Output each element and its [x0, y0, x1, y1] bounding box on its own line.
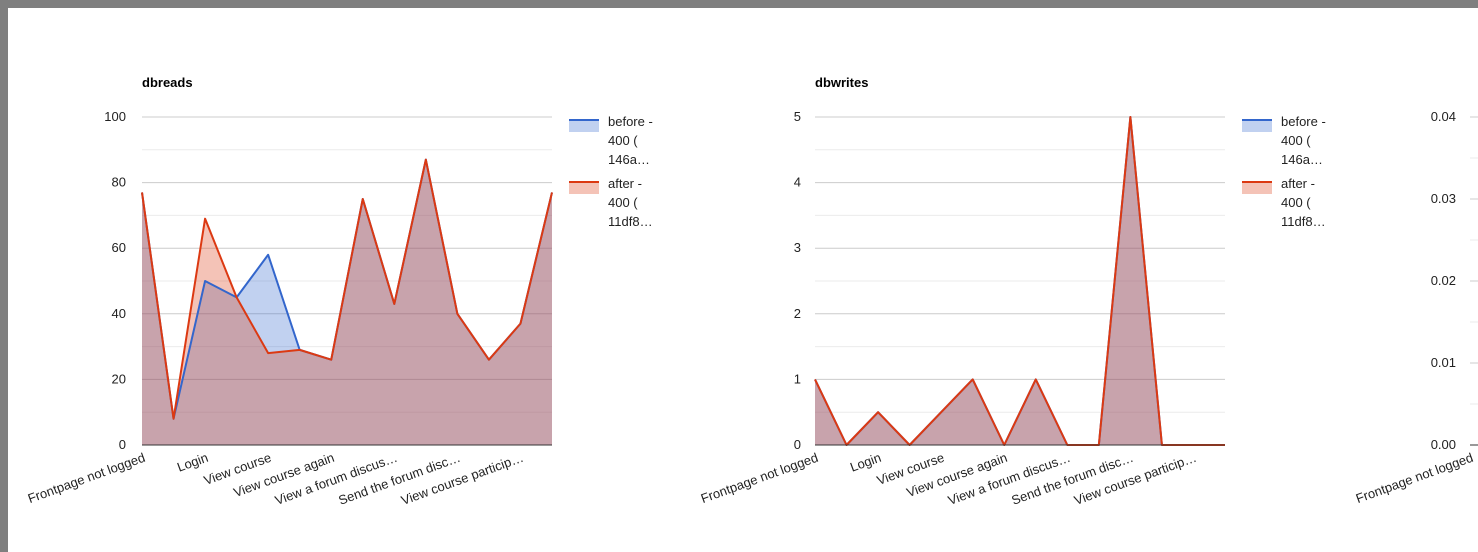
legend-label: 11df8…	[608, 214, 653, 229]
y-tick-label: 0	[119, 437, 126, 452]
legend-swatch	[569, 182, 599, 194]
y-tick-label: 3	[794, 240, 801, 255]
legend-label: 400 (	[1281, 133, 1311, 148]
legend-label: after -	[1281, 176, 1315, 191]
y-tick-label: 1	[794, 371, 801, 386]
legend-label: before -	[608, 114, 653, 129]
legend-swatch	[1242, 182, 1272, 194]
chart-title: dbreads	[142, 75, 193, 90]
y-tick-label: 0.01	[1431, 355, 1456, 370]
legend-label: 146a…	[608, 152, 650, 167]
x-category-label: Login	[848, 450, 883, 475]
y-tick-label: 20	[112, 371, 126, 386]
legend-swatch	[1242, 120, 1272, 132]
series-area-before	[142, 159, 552, 445]
x-category-label: Login	[175, 450, 210, 475]
series-area-before	[815, 117, 1225, 445]
chart-1: dbreads 0 20 40 60 80 100 Frontpage not logged L…	[26, 75, 653, 508]
legend-label: before -	[1281, 114, 1326, 129]
y-tick-label: 0.04	[1431, 109, 1456, 124]
legend-label: 400 (	[608, 195, 638, 210]
y-tick-label: 5	[794, 109, 801, 124]
y-tick-label: 80	[112, 175, 126, 190]
x-category-label: Frontpage not logged	[1354, 450, 1475, 506]
legend-label: 400 (	[608, 133, 638, 148]
y-tick-label: 4	[794, 175, 801, 190]
legend-label: after -	[608, 176, 642, 191]
x-category-label: Frontpage not logged	[699, 450, 820, 506]
y-tick-label: 0.02	[1431, 273, 1456, 288]
y-tick-label: 40	[112, 306, 126, 321]
series-line-after	[814, 116, 1225, 446]
legend-swatch	[569, 120, 599, 132]
y-tick-label: 0.03	[1431, 191, 1456, 206]
y-tick-label: 60	[112, 240, 126, 255]
y-tick-label: 2	[794, 306, 801, 321]
y-tick-label: 100	[104, 109, 126, 124]
y-tick-label: 0.00	[1431, 437, 1456, 452]
series-area-after	[142, 159, 552, 445]
chart-3: 0.00 0.01 0.02 0.03 0.04 Frontpage not logged	[1354, 109, 1478, 506]
legend-label: 11df8…	[1281, 214, 1326, 229]
legend-label: 146a…	[1281, 152, 1323, 167]
y-tick-label: 0	[794, 437, 801, 452]
series-area-after	[815, 117, 1225, 445]
x-category-label: Frontpage not logged	[26, 450, 147, 506]
chart-title: dbwrites	[815, 75, 868, 90]
series-line-after	[141, 158, 553, 420]
legend-label: 400 (	[1281, 195, 1311, 210]
